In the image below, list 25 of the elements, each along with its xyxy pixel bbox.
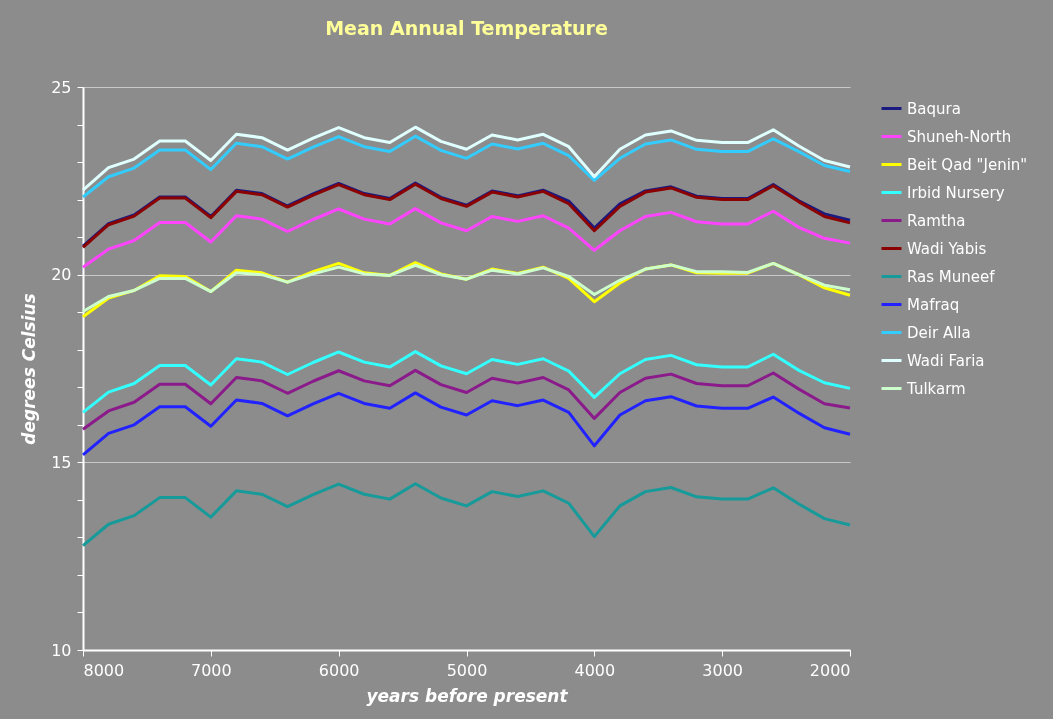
x-tick-label: 6000 [318, 660, 360, 680]
legend-label: Tulkarm [906, 379, 966, 398]
x-tick-label: 7000 [190, 660, 232, 680]
legend-label: Shuneh-North [907, 127, 1012, 146]
legend-label: Wadi Yabis [907, 239, 987, 258]
y-tick-label: 15 [51, 452, 72, 472]
x-tick-label: 8000 [83, 660, 125, 680]
legend-label: Ras Muneef [907, 267, 996, 286]
x-axis-title: years before present [366, 685, 569, 706]
legend-label: Baqura [907, 99, 961, 118]
y-tick-label: 25 [51, 77, 72, 97]
legend-label: Deir Alla [907, 323, 971, 342]
legend-label: Wadi Faria [907, 351, 985, 370]
x-tick-label: 2000 [809, 660, 851, 680]
x-tick-label: 3000 [702, 660, 744, 680]
x-tick-label: 4000 [574, 660, 616, 680]
x-tick-label: 5000 [446, 660, 488, 680]
legend-label: Mafraq [907, 295, 960, 314]
legend-label: Beit Qad "Jenin" [907, 155, 1028, 174]
chart-title: Mean Annual Temperature [325, 17, 608, 39]
y-axis-title: degrees Celsius [19, 293, 40, 445]
y-tick-label: 20 [51, 265, 72, 285]
y-tick-label: 10 [51, 640, 72, 660]
legend-label: Ramtha [907, 211, 966, 230]
legend-label: Irbid Nursery [907, 183, 1005, 202]
